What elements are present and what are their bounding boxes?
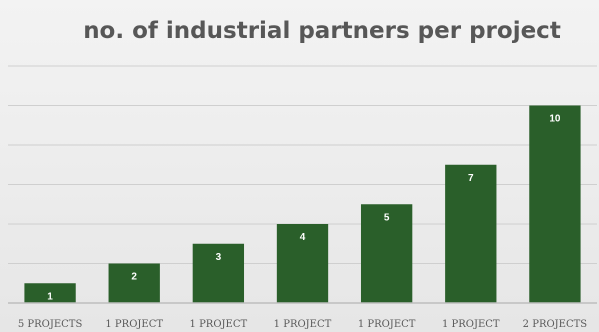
- x-tick-label: 1 PROJECT: [105, 319, 163, 330]
- bar-value-label: 2: [131, 272, 137, 283]
- bar: [24, 283, 76, 303]
- bar-value-label: 5: [384, 212, 390, 223]
- x-tick-label: 1 PROJECT: [190, 319, 248, 330]
- bar: [529, 105, 581, 303]
- bar-value-label: 7: [468, 173, 474, 184]
- bar-value-label: 4: [300, 232, 306, 243]
- bar-value-label: 3: [216, 252, 222, 263]
- bar: [276, 224, 329, 303]
- gridlines: [8, 65, 597, 264]
- x-tick-label: 2 PROJECTS: [523, 319, 588, 330]
- bars: [24, 105, 581, 303]
- x-tick-label: 1 PROJECT: [442, 319, 500, 330]
- bar: [445, 164, 497, 303]
- bar-value-label: 10: [549, 114, 561, 125]
- x-tick-label: 1 PROJECT: [358, 319, 416, 330]
- x-tick-label: 5 PROJECTS: [18, 319, 83, 330]
- bar-value-label: 1: [47, 291, 53, 302]
- x-tick-label: 1 PROJECT: [274, 319, 332, 330]
- bar: [108, 263, 160, 303]
- chart-title: no. of industrial partners per project: [83, 18, 561, 44]
- bar: [360, 204, 413, 303]
- bar: [192, 243, 245, 303]
- x-tick-labels: 5 PROJECTS 1 PROJECT 1 PROJECT 1 PROJECT 1 P…: [18, 319, 587, 330]
- data-labels: 1 2 3 4 5 7 10: [47, 114, 561, 303]
